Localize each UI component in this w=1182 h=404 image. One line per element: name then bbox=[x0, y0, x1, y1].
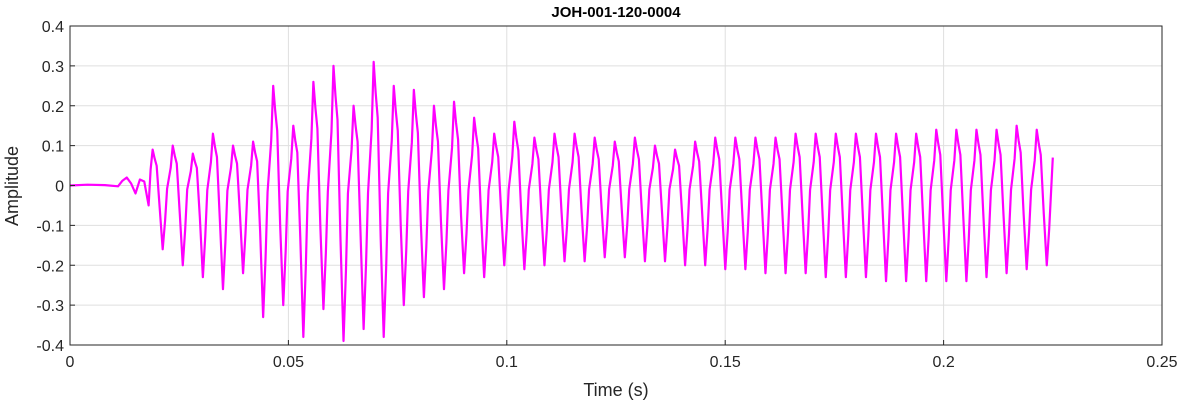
y-tick-label: -0.3 bbox=[36, 298, 64, 315]
y-tick-label: 0.3 bbox=[42, 59, 64, 76]
x-tick-label: 0.25 bbox=[1146, 354, 1177, 371]
series-layer bbox=[69, 60, 1054, 343]
x-axis-ticks: 0 0.05 0.1 0.15 0.2 0.25 bbox=[66, 340, 1178, 371]
x-tick-label: 0.15 bbox=[710, 354, 741, 371]
y-tick-label: -0.4 bbox=[36, 338, 64, 355]
chart-title: JOH-001-120-0004 bbox=[551, 4, 681, 21]
y-tick-label: 0.4 bbox=[42, 19, 64, 36]
y-tick-label: 0 bbox=[55, 179, 64, 196]
x-tick-label: 0.2 bbox=[932, 354, 954, 371]
y-axis-ticks: 0.4 0.3 0.2 0.1 0 -0.1 -0.2 -0.3 -0.4 bbox=[36, 19, 75, 355]
waveform-line bbox=[69, 60, 1054, 343]
y-axis-label: Amplitude bbox=[2, 146, 22, 226]
x-tick-label: 0.05 bbox=[273, 354, 304, 371]
y-tick-label: -0.1 bbox=[36, 218, 64, 235]
x-tick-label: 0.1 bbox=[496, 354, 518, 371]
y-tick-label: 0.2 bbox=[42, 99, 64, 116]
y-tick-label: -0.2 bbox=[36, 258, 64, 275]
x-axis-label: Time (s) bbox=[583, 380, 648, 400]
y-tick-label: 0.1 bbox=[42, 139, 64, 156]
x-tick-label: 0 bbox=[66, 354, 75, 371]
